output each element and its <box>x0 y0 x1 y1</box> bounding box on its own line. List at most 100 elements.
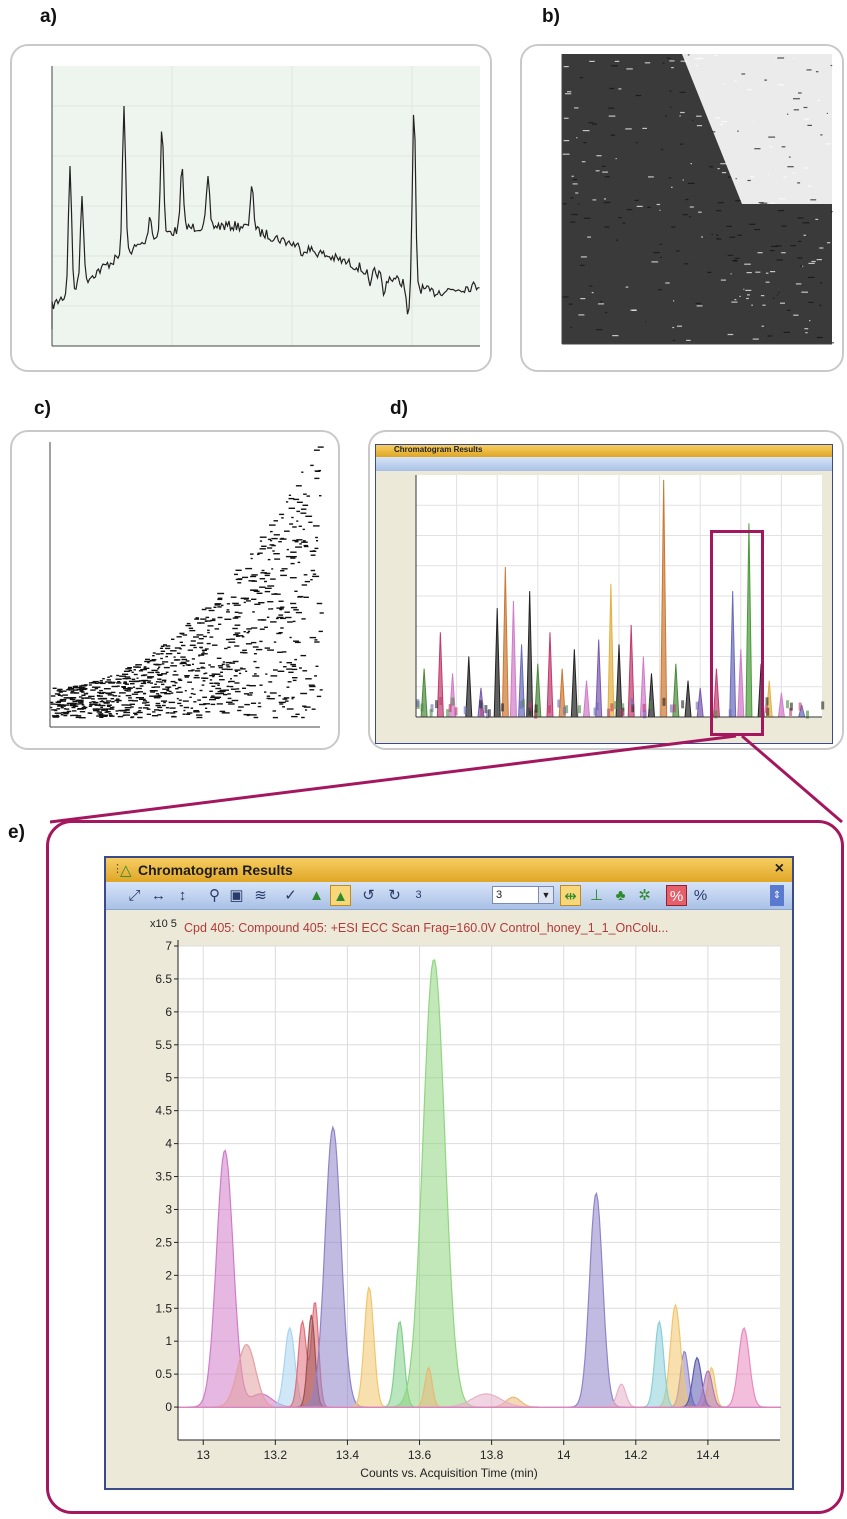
y-multiplier-label: x10 5 <box>150 918 177 930</box>
panel-c-point <box>75 700 78 702</box>
panel-c-point <box>229 685 234 688</box>
panel-c-point <box>319 689 323 691</box>
chromatogram-window: ⋮ △ Chromatogram Results × ⤢ ↔ ↕ ⚲ ▣ ≋ ✓… <box>104 856 794 1490</box>
panel-b-speck <box>757 252 763 254</box>
panel-c-point <box>230 678 232 680</box>
panel-b-speck <box>687 54 690 56</box>
panel-c-point <box>181 661 186 664</box>
close-icon[interactable]: × <box>774 860 784 877</box>
panel-c-point <box>313 525 320 527</box>
panel-b-speck <box>694 58 701 60</box>
panel-b-speck <box>685 198 689 201</box>
panel-c-point <box>283 666 287 668</box>
panel-b-speck <box>807 124 812 126</box>
panel-c-point <box>95 682 99 684</box>
panel-c-point <box>282 706 285 708</box>
panel-b-speck <box>720 279 726 281</box>
grip-icon[interactable]: ⋮ <box>112 863 123 875</box>
integrate-icon[interactable]: ▲ <box>309 887 324 904</box>
panel-c-point <box>132 700 138 702</box>
overlay-count-select[interactable]: 3 ▼ <box>492 886 554 904</box>
panel-b-speck <box>696 115 702 117</box>
panel-b-speck <box>780 302 785 304</box>
panel-c-point <box>227 693 231 695</box>
panel-c-point <box>160 645 165 647</box>
y-tick-label: 2.5 <box>155 1235 172 1249</box>
panel-c-point <box>175 688 179 690</box>
panel-c-point <box>65 708 70 710</box>
panel-c-point <box>278 614 284 616</box>
panel-d-baseline-peak <box>765 697 769 706</box>
panel-c-point <box>243 598 249 600</box>
panel-c-point <box>173 656 176 658</box>
check-peak-icon[interactable]: ✓ <box>284 887 297 904</box>
peak-label-icon[interactable]: ⊥ <box>589 887 604 904</box>
toolbar-overflow-icon[interactable]: ⇕ <box>770 885 784 906</box>
panel-d-baseline-peak <box>595 702 599 711</box>
panel-c-point <box>161 683 165 686</box>
panel-d-baseline-peak <box>454 707 458 716</box>
panel-c-point <box>147 680 152 682</box>
panel-b-speck <box>741 73 746 75</box>
undo-icon[interactable]: ↺ <box>362 887 375 904</box>
panel-c-point <box>261 569 265 572</box>
panel-b-speck <box>563 117 569 119</box>
panel-c-point <box>177 652 181 654</box>
panel-c-point <box>202 651 205 653</box>
panel-c-point <box>303 545 309 548</box>
panel-c-point <box>70 692 77 694</box>
panel-c-point <box>215 673 220 675</box>
panel-c-point <box>233 604 241 606</box>
overlay-icon[interactable]: ≋ <box>254 887 267 904</box>
panel-b-speck <box>615 158 617 160</box>
panel-c-point <box>154 697 161 699</box>
panel-b-speck <box>616 239 618 241</box>
panel-c-point <box>252 675 260 677</box>
peak-shape-icon[interactable]: ♣ <box>615 887 626 904</box>
panel-c-point <box>52 687 57 689</box>
panel-c-point <box>228 680 235 683</box>
panel-c-point <box>279 608 283 611</box>
panel-c-point <box>264 647 270 649</box>
link-axes-icon[interactable]: ⇹ <box>560 885 581 906</box>
panel-c-point <box>117 681 121 683</box>
peak-select-icon[interactable]: ✲ <box>638 887 651 904</box>
x-tick-label: 13.4 <box>336 1448 360 1462</box>
panel-c-point <box>280 606 285 608</box>
panel-c-point <box>61 690 67 692</box>
autoscale-icon[interactable]: ▣ <box>229 887 244 904</box>
panel-c-point <box>178 699 182 701</box>
zoom-horizontal-icon[interactable]: ↔ <box>151 887 166 904</box>
panel-b-speck <box>571 175 574 177</box>
y-tick-label: 0.5 <box>155 1367 172 1381</box>
panel-b-speck <box>667 57 671 59</box>
pan-diagonal-icon[interactable]: ⤢ <box>128 887 141 904</box>
panel-b-speck <box>671 67 674 69</box>
panel-c-point <box>133 691 140 693</box>
panel-c-point <box>264 572 271 575</box>
zoom-vertical-icon[interactable]: ↕ <box>178 887 187 904</box>
panel-b-speck <box>753 120 754 122</box>
panel-b-speck <box>603 201 611 204</box>
panel-b-speck <box>717 168 720 170</box>
panel-c-point <box>286 708 294 710</box>
panel-c-point <box>291 668 298 671</box>
panel-c-point <box>251 598 257 600</box>
panel-c-point <box>209 690 213 692</box>
percent-icon[interactable]: % <box>693 887 708 904</box>
panel-b-speck <box>609 87 615 90</box>
chevron-down-icon[interactable]: ▼ <box>538 887 553 903</box>
panel-b-speck <box>574 107 579 109</box>
panel-c-point <box>111 701 115 703</box>
panel-c-point <box>116 685 120 687</box>
panel-b-speck <box>570 197 574 199</box>
integrate-active-icon[interactable]: ▲ <box>330 885 351 906</box>
panel-d-baseline-peak <box>528 707 532 716</box>
redo-icon[interactable]: ↻ <box>388 887 401 904</box>
panel-c-point <box>300 512 307 514</box>
panel-c-point <box>115 713 118 715</box>
zoom-magnifier-icon[interactable]: ⚲ <box>209 887 220 904</box>
y-tick-label: 5.5 <box>155 1038 172 1052</box>
panel-b-speck <box>587 236 591 238</box>
percent-active-icon[interactable]: % <box>666 885 687 906</box>
